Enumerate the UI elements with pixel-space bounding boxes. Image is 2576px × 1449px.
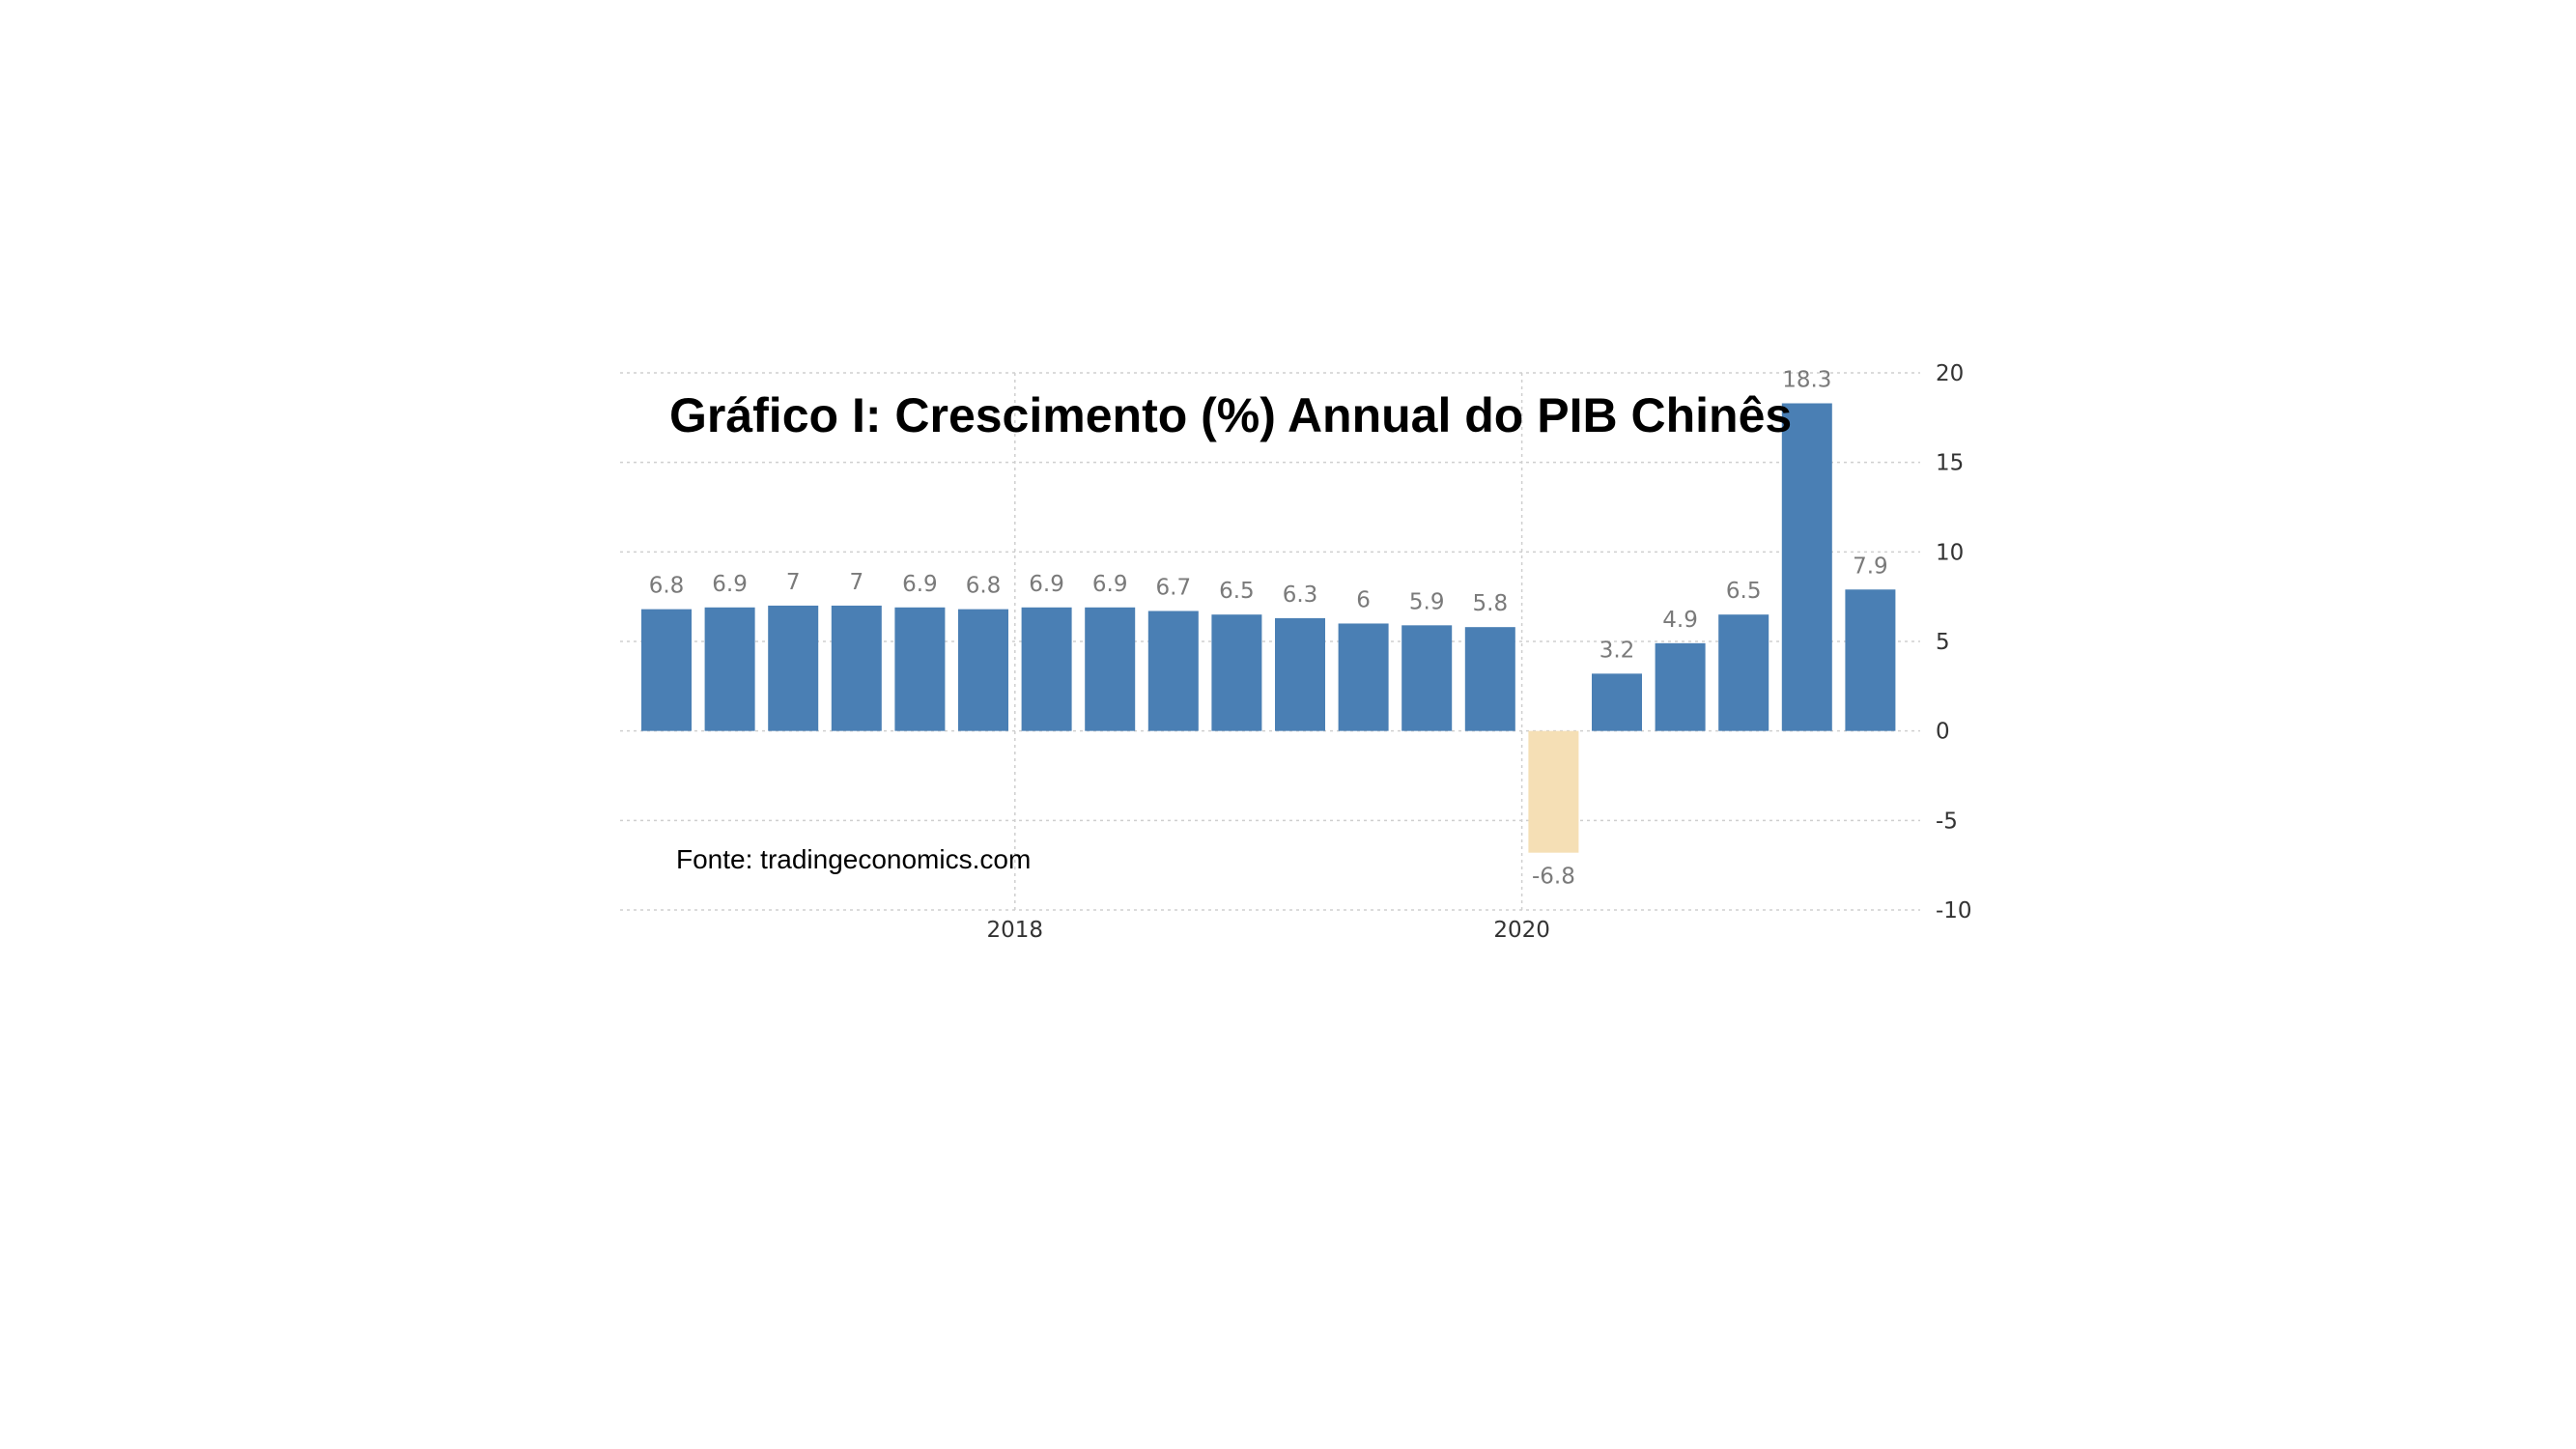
chart-title: Gráfico I: Crescimento (%) Annual do PIB…: [669, 388, 1792, 442]
x-tick-label: 2020: [1493, 918, 1550, 943]
bar: [1655, 642, 1706, 731]
bar-value-label: 6.9: [712, 572, 748, 597]
bar: [1021, 607, 1072, 731]
bar: [1211, 614, 1262, 731]
bar-value-label: 5.9: [1409, 589, 1445, 614]
bar: [1845, 589, 1896, 731]
y-tick-label: 0: [1936, 720, 1950, 745]
bar: [1338, 623, 1389, 731]
bar-value-label: 6.9: [902, 572, 938, 597]
bar-value-label: 6: [1356, 587, 1371, 612]
y-tick-label: -10: [1936, 898, 1972, 923]
bar: [1528, 730, 1579, 853]
bar-value-label: 7: [849, 570, 863, 595]
bar-value-label: 7.9: [1853, 554, 1888, 579]
bar-value-label: 5.8: [1473, 591, 1509, 616]
bar: [894, 607, 946, 731]
bar: [1781, 403, 1832, 731]
bar-value-label: 7: [786, 570, 801, 595]
bar-value-label: 6.8: [649, 574, 685, 599]
bar: [1401, 625, 1453, 731]
bar: [958, 609, 1008, 731]
x-axis-ticks: 2018 2020: [987, 918, 1550, 943]
y-axis-ticks: 20 15 10 5 0 -5 -10: [1936, 361, 1972, 923]
bar: [704, 607, 755, 731]
source-note: Fonte: tradingeconomics.com: [676, 844, 1031, 874]
y-tick-label: 5: [1936, 630, 1950, 655]
bar-value-label: 6.3: [1283, 582, 1318, 608]
bar-value-label: 6.5: [1219, 579, 1255, 604]
bars: [641, 403, 1896, 853]
y-tick-label: 15: [1936, 451, 1964, 476]
bar: [1718, 614, 1769, 731]
bar: [641, 609, 692, 731]
bar: [1275, 617, 1325, 731]
bar: [831, 605, 882, 731]
bar-value-label: 6.9: [1092, 572, 1128, 597]
bar-value-label: 3.2: [1599, 638, 1635, 663]
bar-value-label: 18.3: [1782, 368, 1831, 393]
bar-value-label: 6.9: [1029, 572, 1064, 597]
x-tick-label: 2018: [987, 918, 1044, 943]
bar-value-label: 6.7: [1156, 575, 1192, 600]
bar-value-label: -6.8: [1532, 865, 1575, 890]
bar-value-label: 6.8: [966, 574, 1002, 599]
bar: [1085, 607, 1136, 731]
data-labels: 6.8 6.9 7 7 6.9 6.8 6.9 6.9 6.7 6.5 6.3 6 5.9 5.8 -6.8…: [649, 368, 1888, 890]
bar: [1464, 627, 1515, 731]
y-tick-label: 10: [1936, 540, 1964, 565]
bar-value-label: 4.9: [1662, 608, 1698, 633]
y-tick-label: 20: [1936, 361, 1964, 386]
bar: [1592, 673, 1642, 731]
y-tick-label: -5: [1936, 809, 1958, 834]
bar: [768, 605, 819, 731]
bar: [1147, 611, 1199, 731]
bar-value-label: 6.5: [1726, 579, 1762, 604]
